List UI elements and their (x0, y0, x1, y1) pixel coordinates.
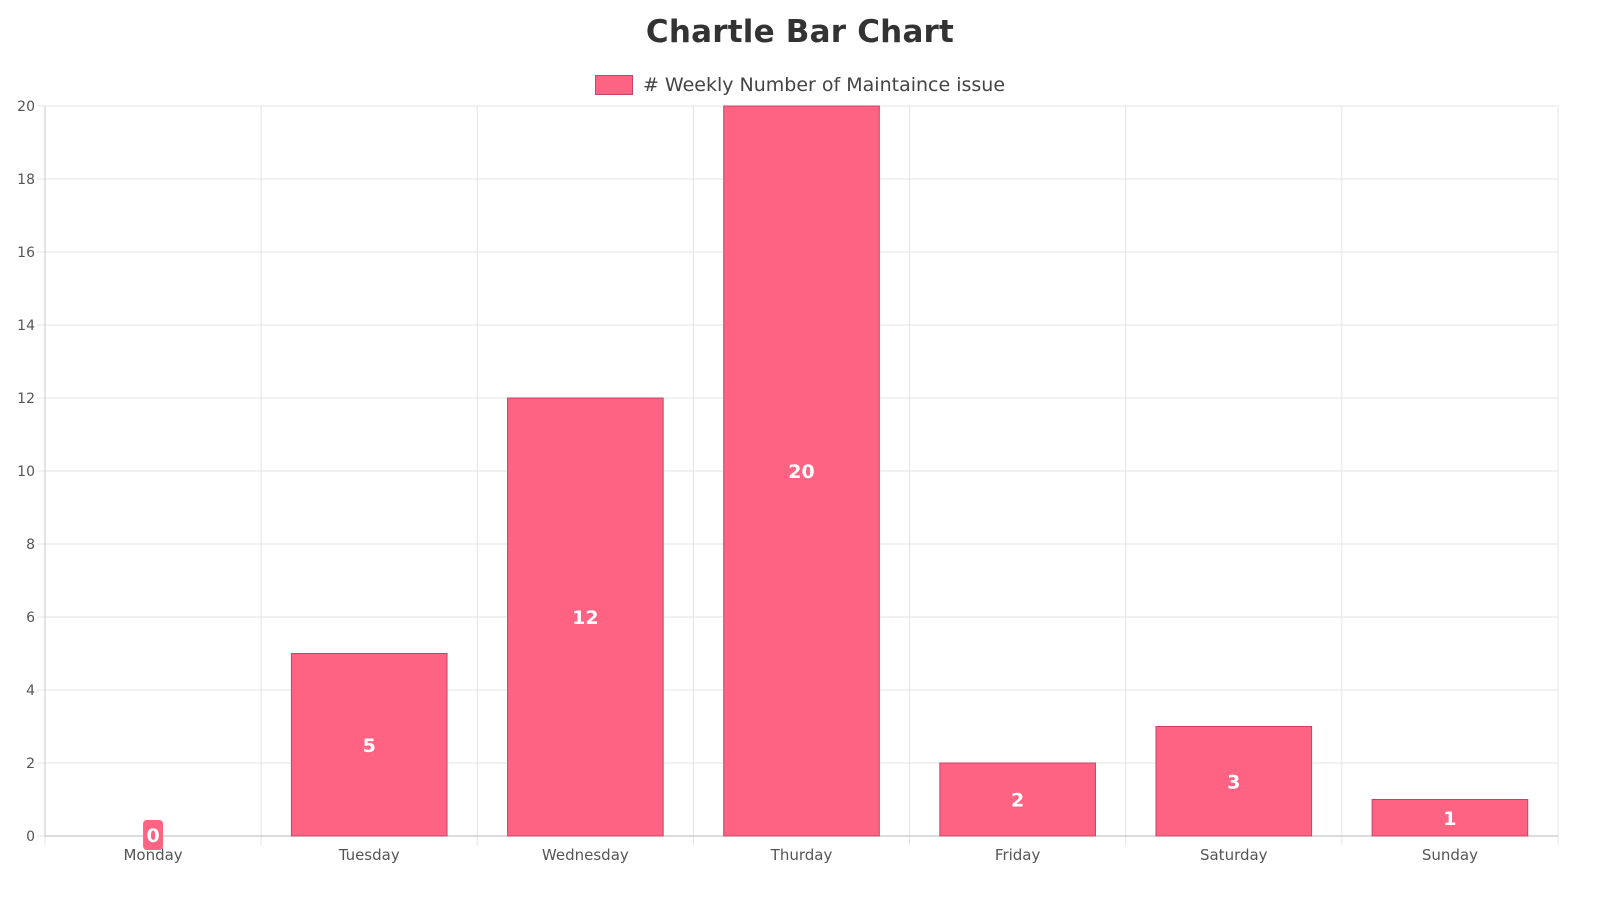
legend-label: # Weekly Number of Maintaince issue (642, 74, 1006, 96)
y-tick-label: 4 (26, 683, 35, 699)
chart-title: Chartle Bar Chart (645, 14, 955, 50)
bar-value-label: 1 (1443, 808, 1456, 830)
bar (290, 653, 448, 837)
bar-value-label: 2 (1011, 790, 1024, 812)
x-tick-label: Monday (123, 846, 182, 864)
bar-value-label: 5 (363, 735, 376, 757)
x-tick-label: Saturday (1200, 846, 1268, 864)
legend[interactable]: # Weekly Number of Maintaince issue (0, 74, 1600, 96)
y-tick-label: 12 (17, 391, 35, 407)
bar-value-label: 20 (788, 461, 814, 483)
y-tick-label: 18 (17, 172, 35, 188)
x-tick-label: Thurday (770, 846, 833, 864)
x-tick-label: Wednesday (542, 846, 629, 864)
bar-label-badge (143, 820, 164, 850)
y-tick-label: 0 (26, 829, 35, 845)
y-tick-label: 10 (17, 464, 35, 480)
legend-swatch (594, 75, 633, 95)
bar (1155, 726, 1313, 837)
bar-value-label: 0 (146, 825, 159, 847)
bar-value-label: 12 (572, 607, 598, 629)
y-tick-label: 8 (26, 537, 35, 553)
y-tick-label: 2 (26, 756, 35, 772)
bar (1371, 799, 1529, 837)
y-tick-label: 6 (26, 610, 35, 626)
x-tick-label: Tuesday (338, 846, 400, 864)
bar (723, 105, 880, 837)
bar (939, 762, 1096, 837)
bar-value-label: 3 (1227, 771, 1240, 793)
bar (507, 397, 664, 837)
x-tick-label: Friday (995, 846, 1041, 864)
x-tick-label: Sunday (1422, 846, 1478, 864)
y-tick-label: 14 (17, 318, 35, 334)
y-tick-label: 16 (17, 245, 35, 261)
y-tick-label: 20 (17, 99, 35, 115)
